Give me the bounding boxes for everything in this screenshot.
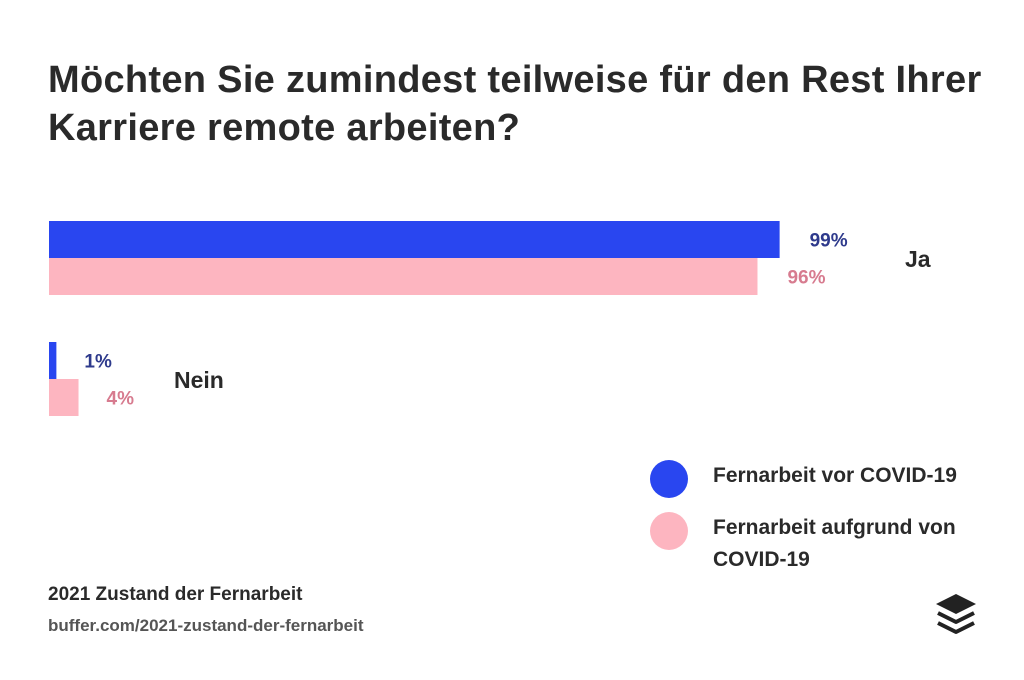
legend-label-vor-covid: Fernarbeit vor COVID-19 xyxy=(713,464,957,487)
chart-title: Möchten Sie zumindest teilweise für den … xyxy=(48,59,982,149)
bar-nein-series-1 xyxy=(49,379,79,416)
data-label-ja-series-0: 99% xyxy=(810,231,848,252)
legend-label-aufgrund-covid: Fernarbeit aufgrund von COVID-19 xyxy=(713,516,956,571)
legend-item-vor-covid: Fernarbeit vor COVID-19 xyxy=(650,460,993,498)
category-label-nein: Nein xyxy=(174,367,224,393)
bar-nein-series-0 xyxy=(49,342,57,379)
bar-ja-series-0 xyxy=(49,221,780,258)
source-url: buffer.com/2021-zustand-der-fernarbeit xyxy=(48,616,364,635)
bar-ja-series-1 xyxy=(49,258,758,295)
data-label-nein-series-0: 1% xyxy=(84,352,112,373)
legend-swatch-aufgrund-covid xyxy=(650,512,688,550)
source-title: 2021 Zustand der Fernarbeit xyxy=(48,584,303,605)
category-label-ja: Ja xyxy=(905,246,931,272)
buffer-stack-icon xyxy=(936,594,976,634)
legend-swatch-vor-covid xyxy=(650,460,688,498)
data-label-nein-series-1: 4% xyxy=(107,389,135,410)
data-label-ja-series-1: 96% xyxy=(787,268,825,289)
legend-item-aufgrund-covid: Fernarbeit aufgrund von COVID-19 xyxy=(650,512,993,576)
